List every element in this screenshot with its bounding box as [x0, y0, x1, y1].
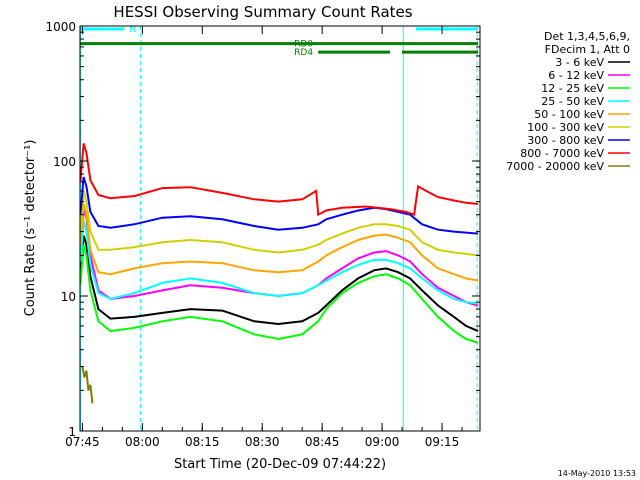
series-line-8 — [81, 366, 94, 404]
y-tick-label: 100 — [53, 155, 76, 169]
annotation-label-n: N — [129, 25, 136, 35]
series-line-2 — [79, 244, 479, 344]
annotation-label-rd0: RD0 — [294, 40, 313, 50]
series-line-5 — [79, 190, 479, 257]
legend-entry-label: 12 - 25 keV — [541, 82, 604, 95]
legend-entry-label: 6 - 12 keV — [548, 69, 604, 82]
series-line-3 — [79, 220, 479, 305]
x-axis-label: Start Time (20-Dec-09 07:44:22) — [174, 457, 386, 472]
x-tick-label: 08:45 — [305, 435, 340, 449]
series-line-7 — [79, 143, 479, 217]
legend-entry-label: 25 - 50 keV — [541, 95, 604, 108]
x-axis: 07:45 08:00 08:15 08:30 08:45 09:00 09:15 — [65, 26, 463, 449]
x-tick-label: 08:30 — [245, 435, 280, 449]
legend-entry-label: 300 - 800 keV — [527, 134, 604, 147]
y-tick-label: 10 — [61, 290, 76, 304]
y-axis-label: Count Rate (s⁻¹ detector⁻¹) — [23, 140, 38, 317]
chart-title: HESSI Observing Summary Count Rates — [113, 3, 412, 21]
legend-entry-label: 800 - 7000 keV — [520, 147, 604, 160]
legend-header: FDecim 1, Att 0 — [545, 43, 630, 56]
y-tick-label: 1 — [68, 425, 76, 439]
footer-timestamp: 14-May-2010 13:53 — [558, 469, 636, 478]
legend-entry-label: 100 - 300 keV — [527, 121, 604, 134]
plot-frame — [79, 25, 481, 432]
legend: Det 1,3,4,5,6,9,FDecim 1, Att 03 - 6 keV… — [506, 30, 630, 173]
series-line-0 — [79, 235, 479, 333]
x-tick-label: 09:15 — [425, 435, 460, 449]
legend-entry-label: 50 - 100 keV — [534, 108, 604, 121]
x-tick-label: 07:45 — [65, 435, 100, 449]
legend-entry-label: 3 - 6 keV — [555, 56, 604, 69]
x-tick-label: 09:00 — [365, 435, 400, 449]
series-line-6 — [79, 176, 479, 235]
x-tick-label: 08:15 — [185, 435, 220, 449]
legend-header: Det 1,3,4,5,6,9, — [544, 30, 630, 43]
y-tick-label: 1000 — [45, 20, 76, 34]
y-axis: 1 10 100 1000 — [45, 20, 480, 439]
series-line-4 — [79, 203, 479, 282]
x-tick-label: 08:00 — [125, 435, 160, 449]
annotation-label-rd4: RD4 — [294, 48, 313, 58]
legend-entry-label: 7000 - 20000 keV — [506, 160, 604, 173]
